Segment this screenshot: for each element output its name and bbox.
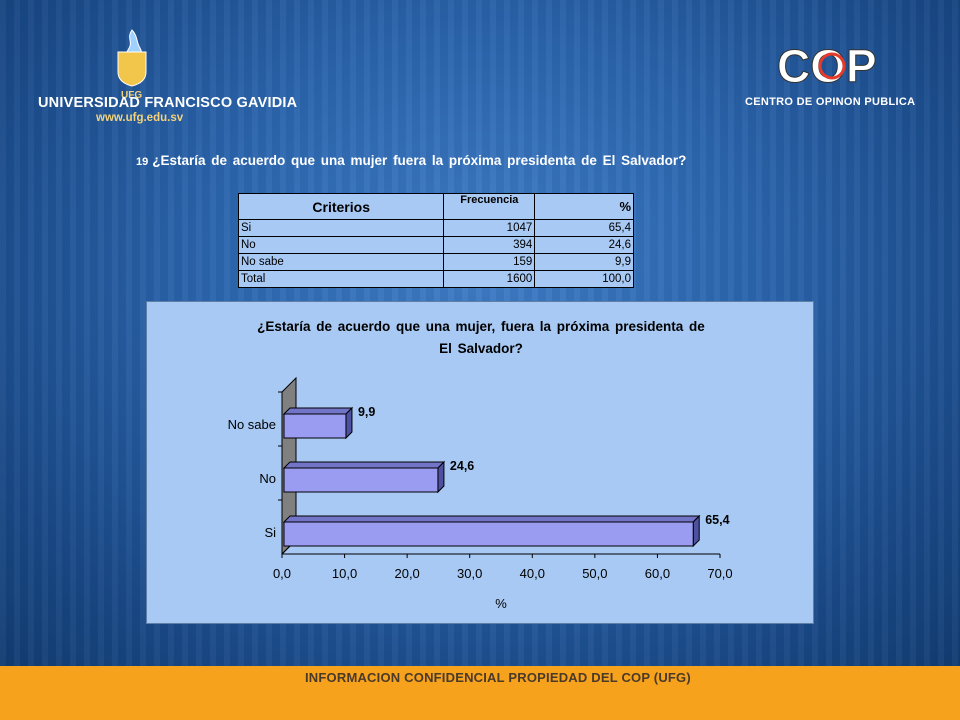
bar-top-face xyxy=(282,515,701,523)
header-percent: % xyxy=(534,193,634,220)
cop-logo: COP xyxy=(777,40,878,90)
y-tick-label: No xyxy=(259,471,276,486)
table-cell: 100,0 xyxy=(534,270,634,288)
chart-title: ¿Estaría de acuerdo que una mujer, fuera… xyxy=(147,316,815,360)
data-label: 65,4 xyxy=(705,513,729,527)
bar-side-face xyxy=(692,514,700,548)
table-row: No 394 24,6 xyxy=(237,236,634,254)
table-cell: 1600 xyxy=(443,270,536,288)
table-cell: 65,4 xyxy=(534,219,634,237)
bar xyxy=(283,521,694,547)
ufg-logo: UFG xyxy=(117,29,147,101)
y-tick-label: Si xyxy=(264,525,276,540)
table-cell: No sabe xyxy=(237,253,445,271)
x-tick-label: 40,0 xyxy=(520,566,545,581)
x-tick-label: 20,0 xyxy=(394,566,419,581)
x-tick-label: 50,0 xyxy=(582,566,607,581)
table-cell: Si xyxy=(237,219,445,237)
university-name: UNIVERSIDAD FRANCISCO GAVIDIA xyxy=(38,95,298,111)
svg-text:COP: COP xyxy=(777,40,877,90)
chart-title-line1: ¿Estaría de acuerdo que una mujer, fuera… xyxy=(257,319,705,334)
bar-side-face xyxy=(437,460,445,494)
table-row: Si 1047 65,4 xyxy=(237,219,634,237)
table-cell: 9,9 xyxy=(534,253,634,271)
bar xyxy=(283,413,347,439)
table-cell: Total xyxy=(237,270,445,288)
header-criterios: Criterios xyxy=(237,193,445,220)
question-number: 19 xyxy=(136,156,149,168)
data-label: 24,6 xyxy=(450,459,474,473)
table-row: Total 1600 100,0 xyxy=(237,270,634,288)
bar-top-face xyxy=(282,407,354,415)
x-axis-label: % xyxy=(495,596,507,611)
table-header-row: Criterios Frecuencia % xyxy=(237,193,634,220)
x-tick-label: 30,0 xyxy=(457,566,482,581)
x-tick-label: 60,0 xyxy=(645,566,670,581)
results-table: Criterios Frecuencia % Si 1047 65,4 No 3… xyxy=(237,193,634,288)
data-label: 9,9 xyxy=(358,405,375,419)
cop-subtitle: CENTRO DE OPINON PUBLICA xyxy=(745,96,916,108)
table-cell: No xyxy=(237,236,445,254)
question-text: ¿Estaría de acuerdo que una mujer fuera … xyxy=(152,153,687,168)
ufg-badge: UFG xyxy=(121,90,142,101)
bar-side-face xyxy=(345,406,353,440)
table-row: No sabe 159 9,9 xyxy=(237,253,634,271)
chart-panel: ¿Estaría de acuerdo que una mujer, fuera… xyxy=(146,301,814,624)
footer-bar xyxy=(0,666,960,720)
university-url: www.ufg.edu.sv xyxy=(96,112,184,124)
footer-text: INFORMACION CONFIDENCIAL PROPIEDAD DEL C… xyxy=(305,670,691,685)
x-tick-label: 70,0 xyxy=(707,566,732,581)
question-title: 19 ¿Estaría de acuerdo que una mujer fuer… xyxy=(136,153,686,168)
y-tick-label: No sabe xyxy=(228,417,276,432)
bar-top-face xyxy=(282,461,446,469)
table-cell: 24,6 xyxy=(534,236,634,254)
table-cell: 1047 xyxy=(443,219,536,237)
table-cell: 159 xyxy=(443,253,536,271)
shield-icon xyxy=(117,51,147,87)
header-frecuencia: Frecuencia xyxy=(443,193,536,220)
chart-title-line2: El Salvador? xyxy=(439,341,523,356)
table-cell: 394 xyxy=(443,236,536,254)
target-icon xyxy=(818,52,846,80)
bar xyxy=(283,467,439,493)
x-tick-label: 10,0 xyxy=(332,566,357,581)
bar-chart: 0,0 10,0 20,0 30,0 40,0 50,0 60,0 70,0% Si 65,4 No… xyxy=(228,376,733,611)
x-tick-label: 0,0 xyxy=(273,566,291,581)
